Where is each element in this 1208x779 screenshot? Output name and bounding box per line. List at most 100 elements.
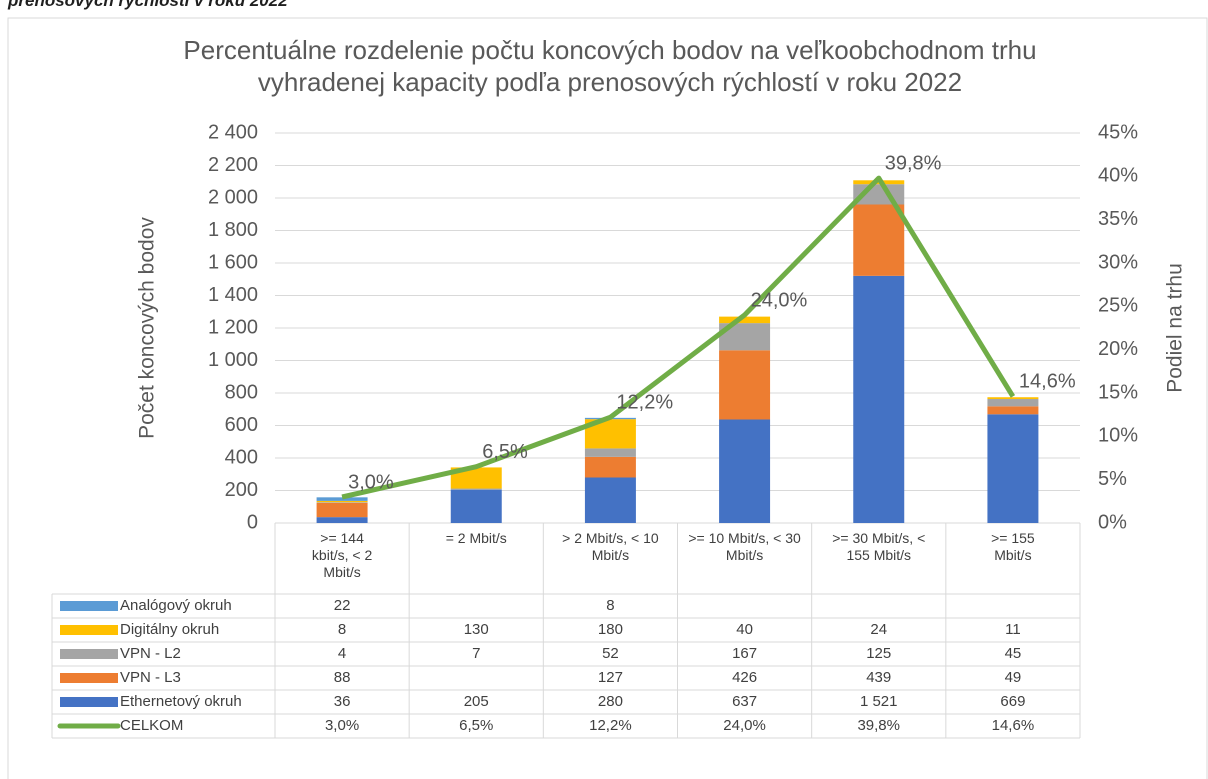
bar-segment	[719, 419, 771, 523]
table-cell: 40	[736, 621, 753, 638]
bar-segment	[584, 477, 636, 523]
y2-tick-label: 35%	[1098, 208, 1138, 230]
table-cell: 637	[732, 693, 758, 710]
data-label: 39,8%	[885, 152, 942, 174]
x-tick-label: = 2 Mbit/s	[445, 530, 507, 546]
x-tick-label: >= 144 kbit/s, < 2 Mbit/s	[311, 530, 373, 580]
caption: prenosových rýchlostí v roku 2022	[8, 0, 288, 10]
bar-segment	[450, 488, 502, 490]
chart-title: Percentuálne rozdelenie počtu koncových …	[183, 35, 1037, 97]
x-tick-label: >= 30 Mbit/s, < 155 Mbit/s	[832, 530, 926, 563]
bar-segment	[987, 406, 1039, 415]
table-cell: 8	[606, 597, 615, 614]
x-tick-label: > 2 Mbit/s, < 10 Mbit/s	[562, 530, 659, 563]
y-tick-label: 2 000	[208, 186, 258, 208]
table-cell: 280	[597, 693, 623, 710]
table-cell: 130	[463, 621, 489, 638]
bar-segment	[450, 467, 502, 489]
y-tick-label: 1 400	[208, 284, 258, 306]
y2-tick-label: 20%	[1098, 338, 1138, 360]
y-tick-label: 2 200	[208, 154, 258, 176]
y-tick-label: 1 800	[208, 219, 258, 241]
bar-segment	[316, 497, 368, 501]
y2-tick-label: 25%	[1098, 295, 1138, 317]
table-cell: 11	[1005, 621, 1021, 638]
y2-tick-label: 10%	[1098, 425, 1138, 447]
table-cell: 4	[337, 645, 347, 662]
x-tick-label: >= 155 Mbit/s	[991, 530, 1035, 563]
table-cell: 8	[337, 621, 347, 638]
bar-segment	[584, 448, 636, 457]
y-axis-label: Počet koncových bodov	[136, 217, 159, 439]
legend-label: VPN - L2	[120, 645, 181, 662]
y-tick-label: 1 200	[208, 316, 258, 338]
data-label: 6,5%	[482, 441, 528, 463]
table-cell: 24	[870, 621, 888, 638]
bar-segment	[853, 204, 905, 276]
table-cell: 3,0%	[324, 717, 360, 734]
bar-segment	[853, 275, 905, 523]
table-cell: 180	[597, 621, 623, 638]
legend-label: CELKOM	[120, 717, 184, 734]
chart-frame	[7, 17, 1208, 779]
y-tick-label: 400	[225, 446, 258, 468]
y2-tick-label: 40%	[1098, 165, 1138, 187]
y-tick-label: 1 000	[208, 349, 258, 371]
bar-segment	[987, 399, 1039, 407]
table-cell: 36	[333, 693, 351, 710]
table-cell: 49	[1004, 669, 1022, 686]
bar-segment	[450, 489, 502, 523]
table-cell: 22	[333, 597, 351, 614]
data-label: 14,6%	[1019, 371, 1076, 393]
y2-tick-label: 0%	[1098, 511, 1127, 533]
y2-axis-label: Podiel na trhu	[1164, 263, 1187, 393]
bar-segment	[316, 500, 368, 503]
y2-tick-label: 30%	[1098, 251, 1138, 273]
legend-label: VPN - L3	[120, 669, 181, 686]
y2-tick-label: 5%	[1098, 468, 1127, 490]
table-cell: 439	[866, 669, 892, 686]
table-cell: 669	[1000, 693, 1026, 710]
bar-segment	[987, 414, 1039, 523]
x-tick-label: >= 10 Mbit/s, < 30 Mbit/s	[688, 530, 801, 563]
y2-tick-label: 45%	[1098, 121, 1138, 143]
table-cell: 52	[602, 645, 619, 662]
table-cell: 24,0%	[723, 717, 766, 734]
y-tick-label: 1 600	[208, 251, 258, 273]
legend-key	[60, 625, 118, 635]
legend-label: Ethernetový okruh	[120, 693, 242, 710]
table-cell: 12,2%	[589, 717, 632, 734]
table-cell: 7	[472, 645, 481, 662]
bar-segment	[719, 316, 771, 324]
bar-segment	[584, 456, 636, 478]
data-label: 24,0%	[751, 289, 808, 311]
legend-label: Analógový okruh	[120, 597, 232, 614]
table-cell: 127	[597, 669, 623, 686]
table-cell: 167	[732, 645, 758, 662]
y-tick-label: 800	[225, 381, 258, 403]
legend-key	[60, 697, 118, 707]
table-cell: 14,6%	[991, 717, 1035, 734]
y-tick-label: 2 400	[208, 121, 258, 143]
line	[341, 175, 1016, 500]
table-cell: 205	[463, 693, 489, 710]
table-cell: 125	[866, 645, 892, 662]
bar-segment	[719, 350, 771, 420]
table-cell: 426	[732, 669, 758, 686]
table-cell: 39,8%	[857, 717, 900, 734]
y-tick-label: 200	[225, 479, 258, 501]
legend-key	[60, 649, 118, 659]
bar-segment	[316, 517, 368, 523]
table-cell: 6,5%	[459, 717, 494, 734]
y-tick-label: 0	[247, 511, 258, 533]
table-cell: 45	[1004, 645, 1022, 662]
data-label: 3,0%	[348, 471, 394, 493]
y2-tick-label: 15%	[1098, 381, 1138, 403]
bar-segment	[316, 502, 368, 518]
y-tick-label: 600	[225, 414, 258, 436]
data-label: 12,2%	[616, 392, 673, 414]
table-cell: 88	[333, 669, 351, 686]
bar-segment	[316, 502, 368, 503]
